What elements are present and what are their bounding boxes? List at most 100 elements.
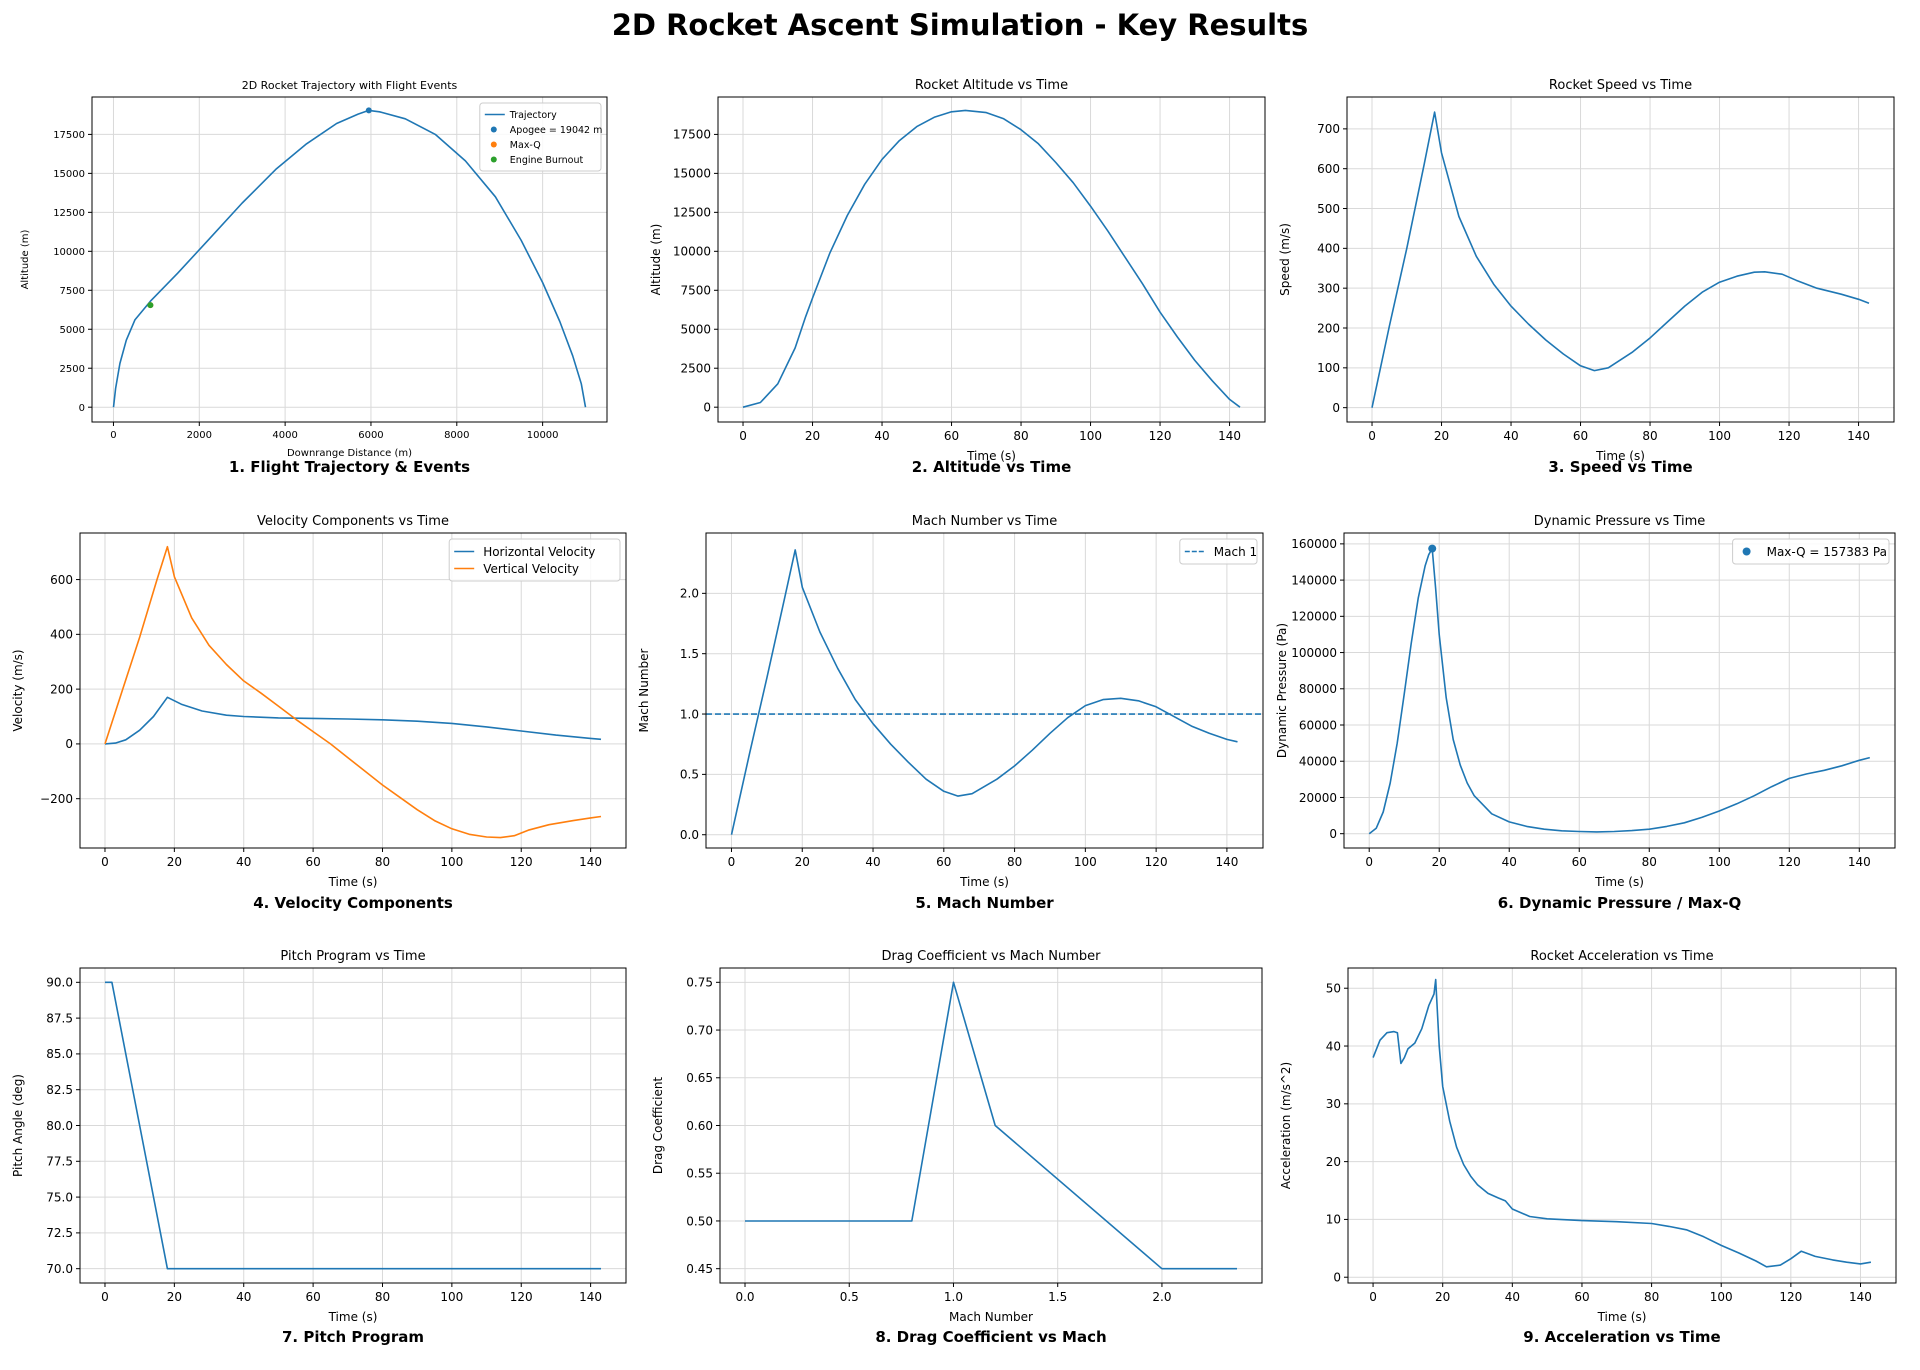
series-line [1371, 111, 1870, 408]
y-tick-label: 0 [703, 401, 711, 415]
y-tick-label: 85.0 [46, 1047, 73, 1061]
x-axis-label: Time (s) [1597, 1310, 1647, 1324]
x-axis-label: Time (s) [1595, 449, 1645, 463]
y-tick-label: 0.45 [686, 1262, 713, 1276]
x-tick-label: 100 [1079, 429, 1102, 443]
y-axis-label: Speed (m/s) [1278, 223, 1292, 296]
y-tick-label: 0.0 [680, 828, 699, 842]
y-tick-label: 300 [1317, 281, 1340, 295]
x-tick-label: 80 [1007, 855, 1022, 869]
series-line [1372, 978, 1872, 1268]
chart-pitch: 0 20 40 60 80 100 120 140 70.0 72.5 75.0 77.5 80.0 82… [11, 949, 627, 1346]
x-tick-label: 40 [236, 855, 251, 869]
plot-area [1371, 111, 1870, 408]
y-tick-label: 7500 [60, 286, 85, 297]
y-tick-label: 5000 [680, 323, 711, 337]
x-tick-label: 20 [795, 855, 810, 869]
y-axis-label: Drag Coefficient [651, 1077, 665, 1175]
x-tick-label: 120 [1779, 1290, 1802, 1304]
x-tick-label: 120 [510, 1290, 533, 1304]
y-tick-label: 17500 [673, 128, 711, 142]
y-tick-label: 10000 [53, 247, 85, 258]
x-tick-label: 140 [1848, 855, 1871, 869]
y-axis-label: Mach Number [637, 648, 651, 732]
event-point [1428, 544, 1437, 553]
y-tick-label: 0.70 [686, 1023, 713, 1037]
legend-label: Horizontal Velocity [483, 545, 595, 559]
axes-frame [1346, 96, 1895, 423]
y-tick-label: 700 [1317, 122, 1340, 136]
y-tick-label: 0.60 [686, 1119, 713, 1133]
event-point [147, 302, 154, 309]
y-tick-label: 600 [50, 573, 73, 587]
x-tick-label: 100 [1710, 1290, 1733, 1304]
x-tick-label: 120 [1149, 429, 1172, 443]
x-tick-label: 20 [167, 1290, 182, 1304]
x-tick-label: 2000 [187, 430, 212, 441]
legend-box [448, 538, 621, 582]
x-tick-label: 20 [167, 855, 182, 869]
y-tick-label: 1.0 [680, 707, 699, 721]
x-tick-label: 80 [1644, 1290, 1659, 1304]
y-tick-label: 200 [50, 682, 73, 696]
y-tick-label: 40000 [1299, 755, 1337, 769]
series-line [104, 696, 602, 745]
panel-caption: 5. Mach Number [915, 894, 1054, 912]
y-tick-label: 0.55 [686, 1167, 713, 1181]
y-axis-label: Dynamic Pressure (Pa) [1275, 623, 1289, 758]
figure-title: 2D Rocket Ascent Simulation - Key Result… [611, 8, 1309, 42]
x-axis-label: Time (s) [959, 875, 1009, 889]
chart-dynamic_pressure: 0 20 40 60 80 100 120 140 0 20000 40000 60000 80000 1… [1275, 514, 1896, 912]
x-tick-label: 100 [1708, 855, 1731, 869]
x-tick-label: 0 [728, 855, 736, 869]
panel-caption: 7. Pitch Program [282, 1328, 424, 1346]
chart-trajectory: 0 2000 4000 6000 8000 10000 0 2500 5000 7500 10000… [20, 79, 608, 476]
plot-area [1368, 547, 1870, 835]
plot-area [745, 981, 1237, 1270]
y-axis-label: Altitude (m) [649, 224, 663, 296]
x-tick-label: 40 [1505, 1290, 1520, 1304]
x-tick-label: 40 [874, 429, 889, 443]
y-tick-label: 500 [1317, 202, 1340, 216]
y-tick-label: 600 [1317, 162, 1340, 176]
x-tick-label: 0 [1365, 855, 1373, 869]
axes-frame [91, 96, 608, 423]
plot-area [104, 545, 602, 839]
y-tick-label: 140000 [1291, 573, 1337, 587]
y-tick-label: 87.5 [46, 1011, 73, 1025]
x-tick-label: 60 [305, 1290, 320, 1304]
y-tick-label: 12500 [673, 206, 711, 220]
x-tick-label: 80 [1013, 429, 1028, 443]
chart-title: Velocity Components vs Time [257, 514, 449, 529]
legend-label: Max-Q [510, 140, 541, 151]
x-tick-label: 20 [805, 429, 820, 443]
y-tick-label: 1.5 [680, 647, 699, 661]
y-tick-label: 40 [1326, 1039, 1341, 1053]
panel-caption: 1. Flight Trajectory & Events [229, 458, 470, 476]
x-tick-label: 120 [510, 855, 533, 869]
x-tick-label: 100 [440, 855, 463, 869]
x-axis-label: Time (s) [1594, 875, 1644, 889]
chart-mach: 0 20 40 60 80 100 120 140 0.0 0.5 1.0 1.5 2.0 Mach Nu… [637, 514, 1264, 912]
y-axis-label: Acceleration (m/s^2) [1279, 1062, 1293, 1189]
legend: Trajectory Apogee = 19042 m Max-Q Engine Bu… [479, 102, 602, 172]
x-tick-label: 140 [1849, 1290, 1872, 1304]
series-line [1368, 547, 1870, 835]
y-tick-label: 5000 [60, 325, 85, 336]
legend-box [479, 102, 602, 172]
x-tick-label: 0.5 [840, 1290, 859, 1304]
series-line [105, 981, 601, 1270]
x-axis-label: Time (s) [328, 875, 378, 889]
legend-marker [490, 156, 497, 163]
legend: Mach 1 [1179, 538, 1258, 565]
y-tick-label: 0.65 [686, 1071, 713, 1085]
y-tick-label: 80000 [1299, 682, 1337, 696]
legend-marker [490, 126, 497, 133]
y-tick-label: 10 [1326, 1213, 1341, 1227]
x-tick-label: 0 [1369, 1290, 1377, 1304]
y-tick-label: 90.0 [46, 976, 73, 990]
y-tick-label: 2500 [60, 364, 85, 375]
y-tick-label: 0.5 [680, 768, 699, 782]
x-tick-label: 1.0 [944, 1290, 963, 1304]
y-tick-label: 60000 [1299, 718, 1337, 732]
